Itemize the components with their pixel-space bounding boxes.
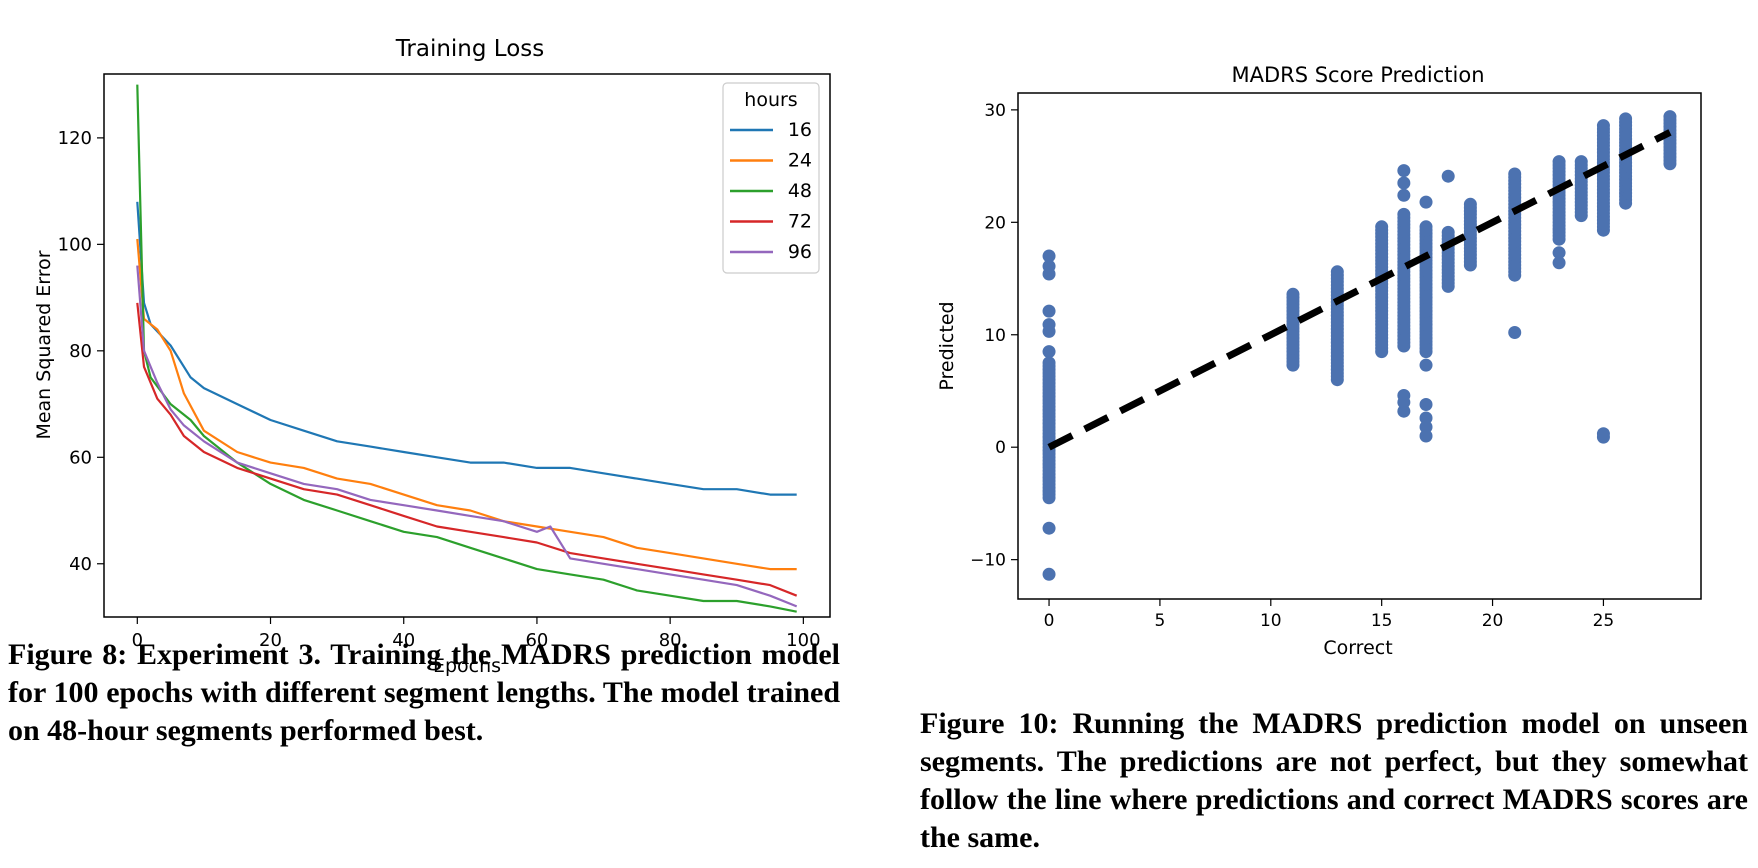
data-point: [1574, 155, 1588, 169]
x-tick-label: 20: [1482, 611, 1504, 631]
y-tick-label: 10: [984, 326, 1006, 346]
y-tick-label: 100: [58, 234, 92, 255]
x-axis-label: Correct: [1323, 637, 1392, 659]
x-tick-label: 0: [1044, 611, 1055, 631]
x-tick-label: 20: [259, 630, 282, 651]
legend-title: hours: [744, 89, 797, 111]
data-point: [1463, 197, 1477, 211]
data-point: [1419, 420, 1433, 434]
y-axis-ticks: 40 60 80 100 120: [58, 128, 104, 575]
data-point: [1663, 110, 1677, 124]
data-point: [1552, 246, 1566, 260]
x-tick-label: 80: [659, 630, 682, 651]
data-point: [1419, 398, 1433, 411]
training-loss-chart: Training Loss 0 20 40 60 80 100 406080100120 …: [33, 36, 831, 677]
y-axis-ticks: −10 0 10 20 30: [970, 101, 1018, 571]
data-point: [1552, 155, 1566, 169]
data-point: [1419, 358, 1433, 372]
series-line-72: [136, 302, 798, 597]
y-axis-label: Mean Squared Error: [33, 250, 55, 439]
data-point: [1419, 429, 1433, 443]
y-tick-label: −10: [970, 551, 1006, 571]
series-line-24: [136, 238, 797, 571]
plot-frame: [103, 73, 831, 618]
legend-label-48: 48: [788, 180, 812, 202]
madrs-prediction-chart: MADRS Score Prediction 0 5 10 15 20 25 −10 0 10…: [936, 63, 1702, 659]
data-point: [1042, 259, 1056, 273]
data-point: [1397, 389, 1411, 402]
data-point: [1596, 119, 1610, 133]
data-point: [1419, 220, 1433, 234]
figure-10-caption: Figure 10: Running the MADRS prediction …: [920, 707, 1748, 854]
data-point: [1375, 220, 1389, 234]
x-tick-label: 40: [392, 630, 415, 651]
data-point: [1508, 167, 1522, 181]
data-point: [1397, 164, 1411, 178]
y-tick-label: 30: [984, 101, 1006, 121]
x-tick-label: 15: [1371, 611, 1393, 631]
x-tick-label: 0: [132, 630, 143, 651]
data-point: [1286, 287, 1300, 301]
data-point: [1419, 411, 1433, 425]
data-point: [1042, 249, 1056, 263]
data-point: [1042, 304, 1056, 318]
data-point: [1419, 195, 1433, 209]
y-tick-label: 80: [69, 341, 92, 362]
legend-label-16: 16: [788, 119, 812, 141]
legend: hours 16 24 48 72 96: [722, 82, 820, 274]
data-point: [1397, 188, 1411, 202]
x-axis-ticks: 0 5 10 15 20 25: [1044, 599, 1615, 631]
y-tick-label: 20: [984, 213, 1006, 233]
data-point: [1042, 318, 1056, 332]
figure-8-caption: Figure 8: Experiment 3. Training the MAD…: [8, 638, 840, 747]
data-point: [1042, 356, 1056, 370]
x-tick-label: 5: [1155, 611, 1166, 631]
data-point: [1330, 265, 1344, 279]
legend-label-24: 24: [788, 150, 812, 172]
series-line-96: [136, 265, 798, 608]
data-point: [1441, 225, 1455, 239]
identity-dashed-line: [1047, 129, 1672, 451]
data-point: [1619, 112, 1633, 126]
x-tick-label: 100: [786, 630, 820, 651]
data-point: [1397, 176, 1411, 190]
x-tick-label: 60: [525, 630, 548, 651]
x-axis-ticks: 0 20 40 60 80 100: [132, 617, 821, 651]
series-line-16: [136, 201, 797, 496]
chart-title: MADRS Score Prediction: [1231, 63, 1484, 87]
series-line-48: [136, 84, 797, 613]
data-point: [1552, 256, 1566, 270]
plot-frame: [1017, 92, 1702, 600]
x-axis-label: Epochs: [433, 655, 501, 677]
y-tick-label: 120: [58, 128, 92, 149]
scatter-points: [1042, 110, 1677, 581]
y-tick-label: 0: [995, 438, 1006, 458]
y-axis-label: Predicted: [936, 301, 958, 390]
data-point: [1042, 345, 1056, 359]
series-lines: [136, 84, 798, 613]
data-point: [1042, 567, 1056, 581]
legend-label-96: 96: [788, 241, 812, 263]
data-point: [1397, 404, 1411, 418]
x-tick-label: 25: [1593, 611, 1615, 631]
chart-title: Training Loss: [395, 36, 545, 62]
y-tick-label: 40: [69, 554, 92, 575]
data-point: [1397, 207, 1411, 221]
y-tick-label: 60: [69, 447, 92, 468]
data-point: [1508, 326, 1522, 339]
reference-line: [1047, 129, 1672, 451]
data-point: [1596, 427, 1610, 441]
data-point: [1042, 521, 1056, 535]
data-point: [1441, 169, 1455, 183]
x-tick-label: 10: [1260, 611, 1282, 631]
legend-label-72: 72: [788, 211, 812, 233]
